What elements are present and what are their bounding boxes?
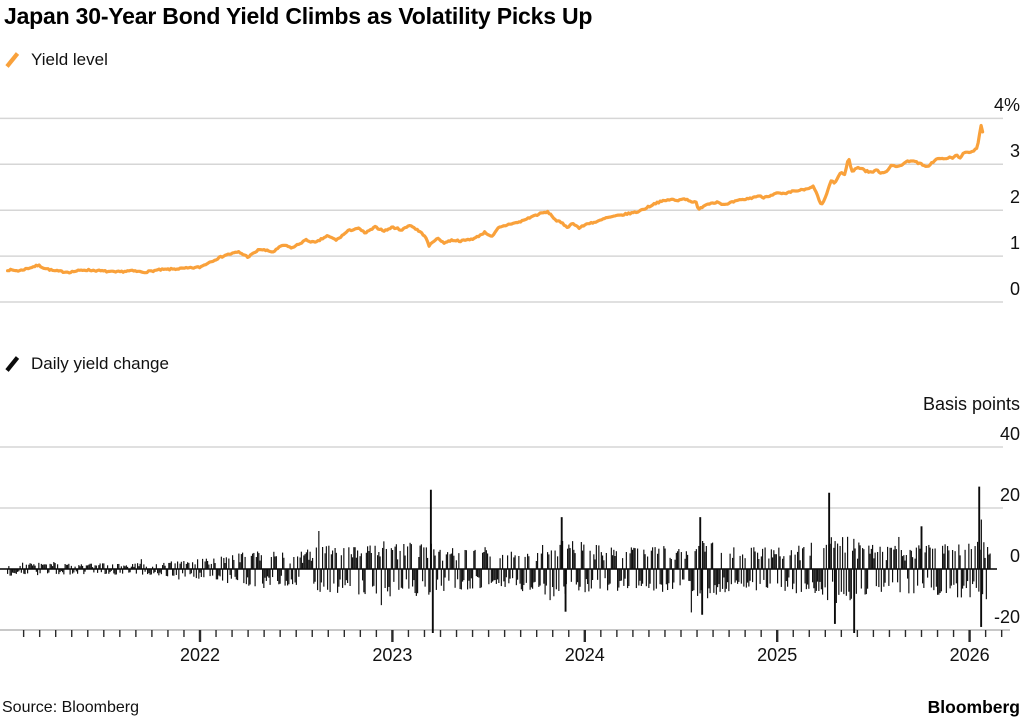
bp-axis-tick-40: 40 xyxy=(999,424,1020,444)
bloomberg-logo: Bloomberg xyxy=(927,697,1020,717)
yield-axis-tick-1: 1 xyxy=(1009,233,1020,254)
basis-points-unit-label: Basis points xyxy=(922,394,1020,414)
x-axis-year-label-2024: 2024 xyxy=(564,645,605,665)
yield-level-slash-icon xyxy=(5,52,20,68)
legend-yield-level: Yield level xyxy=(4,50,108,70)
chart-title: Japan 30-Year Bond Yield Climbs as Volat… xyxy=(4,3,593,29)
yield-axis-tick-2: 2 xyxy=(1009,187,1020,208)
legend-daily-yield-change-label: Daily yield change xyxy=(31,354,169,373)
yield-axis-tick-4: 4% xyxy=(993,95,1020,116)
x-axis-year-label-2023: 2023 xyxy=(372,645,413,665)
yield-axis-tick-3: 3 xyxy=(1009,141,1020,162)
x-axis-year-label-2025: 2025 xyxy=(757,645,798,665)
legend-daily-yield-change: Daily yield change xyxy=(4,354,169,374)
bp-axis-tick-20: 20 xyxy=(999,485,1020,505)
yield-axis-tick-0: 0 xyxy=(1009,279,1020,299)
daily-yield-change-slash-icon xyxy=(5,356,20,372)
bp-axis-tick-0: 0 xyxy=(1009,546,1020,566)
source-attribution: Source: Bloomberg xyxy=(2,699,139,716)
x-axis-year-label-2022: 2022 xyxy=(179,645,221,665)
bp-axis-tick--20: -20 xyxy=(993,607,1020,627)
legend-yield-level-label: Yield level xyxy=(31,50,108,69)
x-axis-year-label-2026: 2026 xyxy=(949,645,990,665)
